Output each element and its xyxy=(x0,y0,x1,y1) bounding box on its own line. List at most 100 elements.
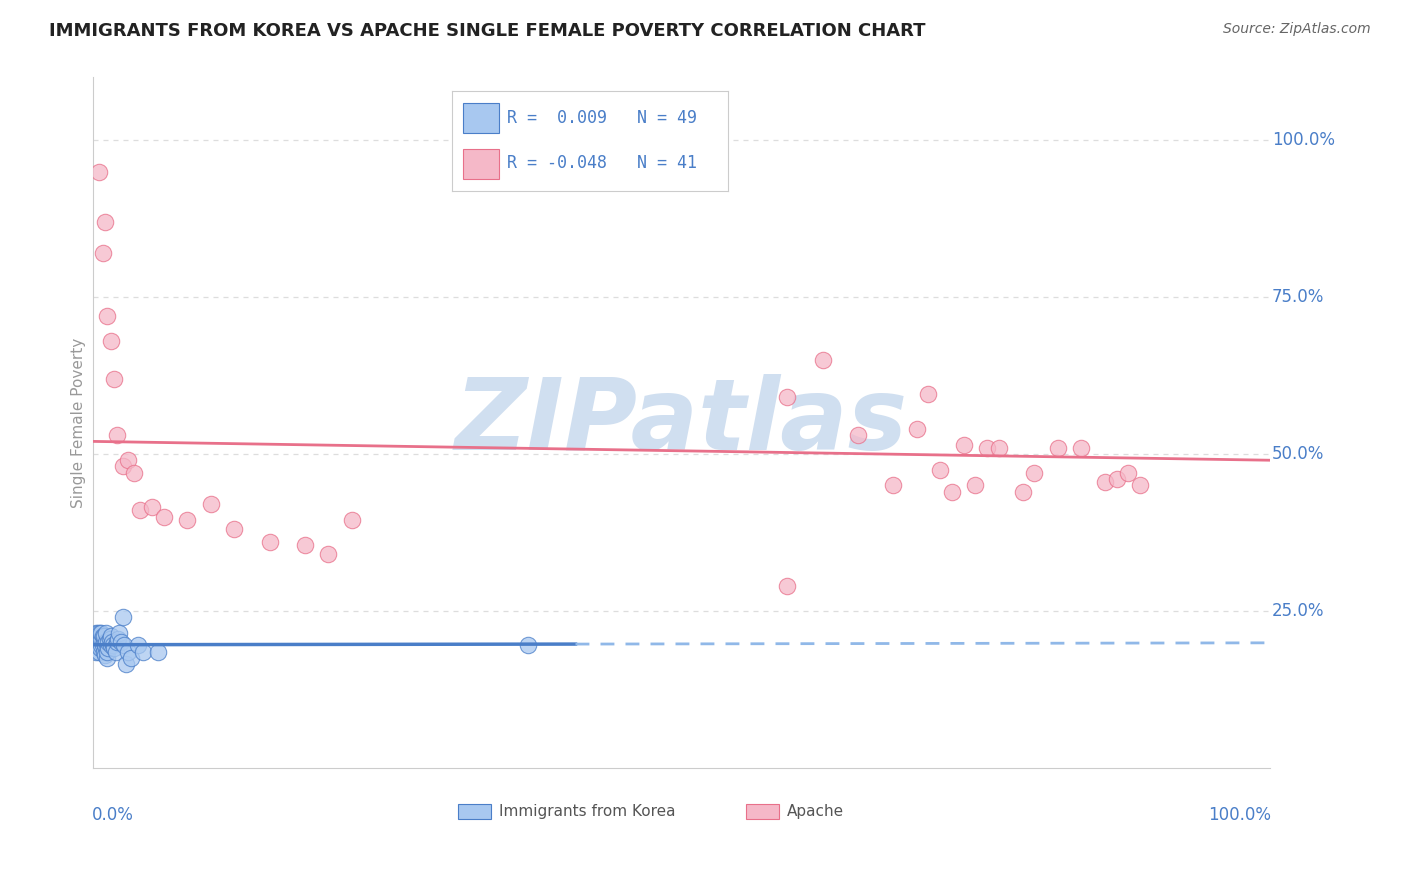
Point xyxy=(101,635,124,649)
Point xyxy=(94,625,117,640)
Y-axis label: Single Female Poverty: Single Female Poverty xyxy=(72,337,86,508)
Point xyxy=(127,638,149,652)
Point xyxy=(93,635,115,649)
Point xyxy=(89,632,111,646)
Point xyxy=(224,522,246,536)
Point xyxy=(117,645,139,659)
Point xyxy=(1011,484,1033,499)
Point xyxy=(517,638,540,652)
Point xyxy=(87,638,110,652)
Point xyxy=(89,625,111,640)
Point xyxy=(952,437,974,451)
Point xyxy=(87,632,110,646)
Point xyxy=(1024,466,1046,480)
Point xyxy=(97,641,120,656)
FancyBboxPatch shape xyxy=(747,805,779,820)
Point xyxy=(1105,472,1128,486)
Point xyxy=(318,547,340,561)
Point xyxy=(86,638,108,652)
Text: 50.0%: 50.0% xyxy=(1272,445,1324,463)
Point xyxy=(1118,466,1140,480)
Point xyxy=(811,352,834,367)
Text: 25.0%: 25.0% xyxy=(1272,602,1324,620)
Point xyxy=(776,579,799,593)
Point xyxy=(100,629,122,643)
Point xyxy=(84,625,107,640)
Point xyxy=(905,422,928,436)
Point xyxy=(1129,478,1152,492)
Point xyxy=(146,645,169,659)
Point xyxy=(91,638,114,652)
Point xyxy=(87,645,110,659)
Point xyxy=(965,478,987,492)
Point xyxy=(917,387,939,401)
Point xyxy=(91,246,114,260)
Text: 100.0%: 100.0% xyxy=(1208,805,1271,823)
Point xyxy=(83,635,105,649)
Point xyxy=(103,641,125,656)
Point xyxy=(846,428,869,442)
Point xyxy=(87,164,110,178)
Point xyxy=(104,645,127,659)
Point xyxy=(1094,475,1116,490)
Point xyxy=(976,441,998,455)
Text: IMMIGRANTS FROM KOREA VS APACHE SINGLE FEMALE POVERTY CORRELATION CHART: IMMIGRANTS FROM KOREA VS APACHE SINGLE F… xyxy=(49,22,925,40)
Point xyxy=(100,334,122,348)
Point xyxy=(91,629,114,643)
Text: Apache: Apache xyxy=(787,804,845,819)
Point xyxy=(90,638,112,652)
Point xyxy=(96,645,118,659)
Point xyxy=(111,459,134,474)
Point xyxy=(111,610,134,624)
Point xyxy=(89,641,111,656)
Point xyxy=(115,657,138,672)
Point xyxy=(86,629,108,643)
Text: 100.0%: 100.0% xyxy=(1272,131,1334,149)
Point xyxy=(87,635,110,649)
Point xyxy=(110,635,132,649)
Point xyxy=(94,638,117,652)
Point xyxy=(90,632,112,646)
Point xyxy=(259,534,281,549)
Point xyxy=(107,632,129,646)
Point xyxy=(93,645,115,659)
Point xyxy=(340,513,363,527)
Point xyxy=(100,638,122,652)
Point xyxy=(200,497,222,511)
Text: ZIPatlas: ZIPatlas xyxy=(454,374,908,471)
Point xyxy=(1070,441,1092,455)
Point xyxy=(97,635,120,649)
FancyBboxPatch shape xyxy=(458,805,491,820)
Point xyxy=(103,638,125,652)
Point xyxy=(112,638,135,652)
Point xyxy=(929,462,952,476)
Text: Source: ZipAtlas.com: Source: ZipAtlas.com xyxy=(1223,22,1371,37)
Point xyxy=(152,509,174,524)
Point xyxy=(94,215,117,229)
Point xyxy=(94,648,117,662)
Point xyxy=(141,500,163,515)
Point xyxy=(94,635,117,649)
Point xyxy=(103,371,125,385)
Point xyxy=(98,632,121,646)
Point xyxy=(294,538,316,552)
Point xyxy=(1046,441,1069,455)
Text: 75.0%: 75.0% xyxy=(1272,288,1324,306)
Text: Immigrants from Korea: Immigrants from Korea xyxy=(499,804,675,819)
Point xyxy=(131,645,153,659)
Point xyxy=(105,635,128,649)
Point xyxy=(776,391,799,405)
Point xyxy=(117,453,139,467)
Point xyxy=(129,503,152,517)
Point xyxy=(176,513,198,527)
Point xyxy=(124,466,146,480)
Point xyxy=(96,309,118,323)
Point xyxy=(988,441,1011,455)
Text: 0.0%: 0.0% xyxy=(91,805,134,823)
Point xyxy=(96,651,118,665)
Point xyxy=(882,478,904,492)
Point xyxy=(941,484,963,499)
Point xyxy=(93,629,115,643)
Point xyxy=(108,625,131,640)
Point xyxy=(87,625,110,640)
